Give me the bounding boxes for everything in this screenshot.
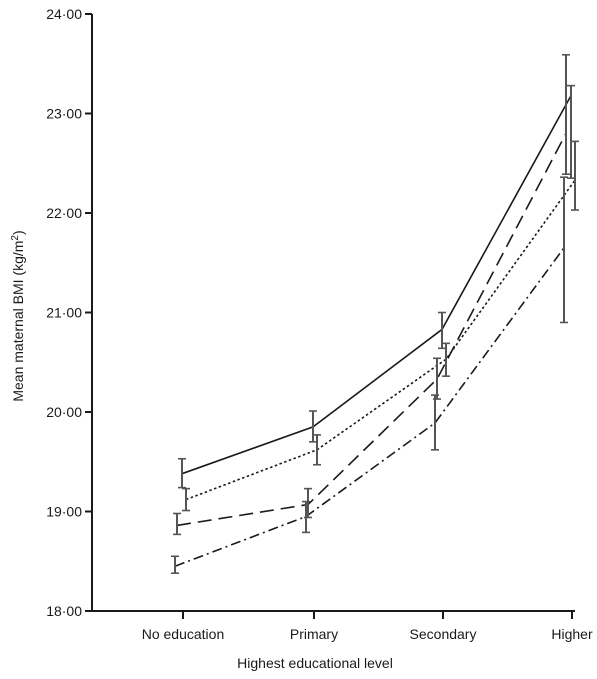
- y-tick-label: 20·00: [46, 404, 82, 420]
- series-layer: [174, 95, 576, 567]
- series-line-dotted: [185, 179, 576, 501]
- y-tick-label: 19·00: [46, 504, 82, 520]
- series-line-solid: [181, 95, 572, 475]
- y-ticks: 18·00 19·00 20·00 21·00 22·00 23·00 24·00: [46, 6, 92, 619]
- y-tick-label: 22·00: [46, 205, 82, 221]
- y-axis-title-sup: 2: [10, 235, 21, 241]
- y-tick-label: 18·00: [46, 603, 82, 619]
- error-bars-layer: [171, 53, 579, 574]
- x-tick-label: No education: [142, 626, 225, 642]
- y-tick-label: 21·00: [46, 305, 82, 321]
- y-tick-label: 23·00: [46, 106, 82, 122]
- series-line-dashdot: [174, 247, 565, 567]
- axes: [91, 14, 575, 612]
- y-axis-title-main: Mean maternal BMI (kg/m: [10, 241, 26, 402]
- x-ticks: No education Primary Secondary Higher: [142, 611, 593, 642]
- y-tick-label: 24·00: [46, 6, 82, 22]
- x-tick-label: Higher: [551, 626, 593, 642]
- x-tick-label: Secondary: [410, 626, 477, 642]
- y-axis-title-end: ): [10, 230, 26, 235]
- x-axis-title: Highest educational level: [237, 655, 393, 671]
- x-tick-label: Primary: [290, 626, 338, 642]
- series-line-dashed: [176, 133, 567, 527]
- y-axis-title: Mean maternal BMI (kg/m2): [10, 230, 26, 401]
